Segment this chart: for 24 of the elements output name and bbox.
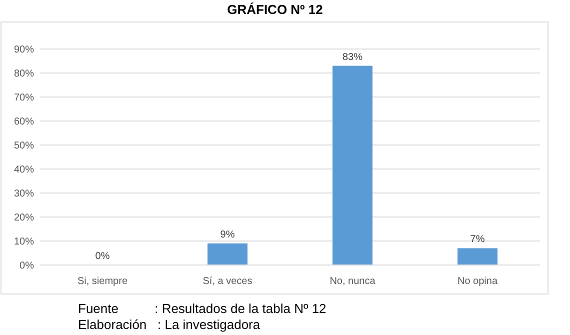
y-tick-label: 0%	[20, 260, 34, 272]
source-note: Fuente : Resultados de la tabla Nº 12	[78, 301, 326, 316]
y-tick-label: 20%	[14, 212, 34, 224]
chart-title: GRÁFICO Nº 12	[227, 2, 323, 17]
x-tick-label: No opina	[457, 276, 498, 287]
y-tick-label: 80%	[14, 68, 34, 80]
data-label: 9%	[220, 229, 235, 240]
y-tick-label: 60%	[14, 116, 34, 128]
y-tick-label: 30%	[14, 188, 34, 200]
data-label: 0%	[95, 251, 110, 262]
text: Elaboración : La investigadora	[78, 317, 261, 332]
data-label: 7%	[470, 234, 485, 246]
x-tick-label: No, nunca	[330, 276, 376, 287]
bar	[458, 248, 498, 265]
x-tick-label: Sí, a veces	[202, 276, 252, 287]
y-tick-label: 70%	[14, 92, 34, 104]
x-tick-label: Si, siempre	[77, 276, 128, 287]
bar	[332, 66, 372, 265]
y-tick-label: 40%	[14, 164, 34, 176]
y-tick-label: 50%	[14, 140, 34, 152]
y-tick-label: 90%	[14, 44, 34, 56]
data-label: 83%	[342, 52, 363, 63]
y-tick-label: 10%	[14, 236, 34, 248]
bar	[208, 243, 248, 265]
